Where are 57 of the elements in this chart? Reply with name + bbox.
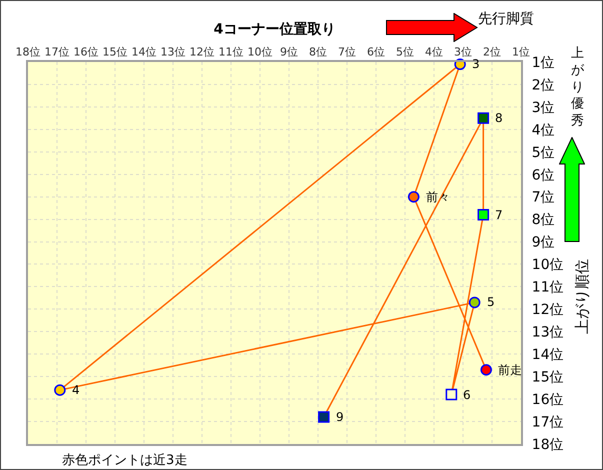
text: 赤色ポイントは近3走: [62, 453, 188, 468]
point: [478, 112, 490, 124]
x-tick-label: 14位: [132, 46, 156, 59]
x-tick-label: 11位: [218, 46, 244, 59]
x-tick-label: 18位: [16, 46, 40, 59]
y-tick-label: 9位: [532, 234, 555, 251]
y-tick-label: 5位: [532, 144, 555, 161]
point: [478, 209, 490, 221]
y-tick-label: 11位: [532, 280, 564, 296]
y-tick-label: 8位: [532, 212, 555, 228]
annotation: 5: [487, 295, 495, 309]
point: [408, 191, 420, 203]
y-axis-title: 上がり順位: [573, 259, 591, 334]
point: [446, 388, 458, 400]
annotation: 8: [495, 111, 503, 125]
x-tick-label: 9位: [280, 46, 298, 59]
y-tick-label: 4位: [532, 122, 555, 138]
y-tick-label: 14位: [532, 347, 564, 364]
x-tick-label: 6位: [367, 46, 385, 59]
text: 上がり優秀: [571, 46, 585, 129]
y-tick-label: 3位: [532, 100, 555, 116]
x-tick-label: 3位: [454, 46, 472, 59]
y-tick-label: 10位: [532, 257, 564, 274]
x-axis-title: 4コーナー位置取り: [214, 22, 336, 38]
y-tick-label: 7位: [532, 190, 555, 206]
point: [468, 296, 480, 308]
x-tick-label: 17位: [44, 46, 70, 59]
y-tick-label: 6位: [532, 167, 555, 184]
y-tick-label: 12位: [532, 302, 564, 318]
x-tick-label: 1位: [512, 46, 530, 59]
annotation: 3: [472, 57, 480, 71]
annotation: 9: [336, 410, 344, 424]
x-tick-label: 2位: [483, 46, 501, 59]
point: [318, 411, 330, 423]
y-tick-label: 18位: [532, 436, 564, 453]
point: [54, 384, 66, 396]
y-tick-label: 16位: [532, 392, 564, 408]
y-tick-label: 2位: [532, 77, 555, 94]
point: [480, 364, 492, 376]
annotation: 4: [72, 383, 80, 397]
x-tick-label: 10位: [248, 46, 272, 59]
annotation: 前走: [498, 363, 522, 377]
text: 先行脚質: [478, 11, 534, 27]
x-tick-label: 5位: [396, 46, 414, 59]
annotation: 7: [495, 208, 503, 222]
x-tick-label: 8位: [309, 46, 327, 59]
x-tick-label: 16位: [74, 46, 98, 59]
x-tick-label: 12位: [190, 46, 214, 59]
y-tick-label: 15位: [532, 369, 564, 386]
y-tick-label: 13位: [532, 324, 564, 341]
annotation: 前々: [426, 190, 450, 204]
x-tick-label: 4位: [425, 46, 443, 59]
y-tick-label: 17位: [532, 414, 564, 430]
x-tick-label: 7位: [338, 46, 356, 59]
annotation: 6: [463, 388, 471, 402]
x-tick-label: 15位: [102, 46, 128, 59]
x-tick-label: 13位: [160, 46, 186, 59]
